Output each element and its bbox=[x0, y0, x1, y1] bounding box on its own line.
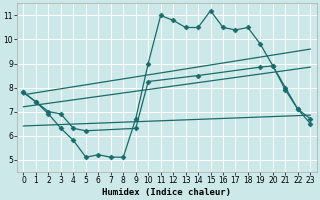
X-axis label: Humidex (Indice chaleur): Humidex (Indice chaleur) bbox=[102, 188, 231, 197]
